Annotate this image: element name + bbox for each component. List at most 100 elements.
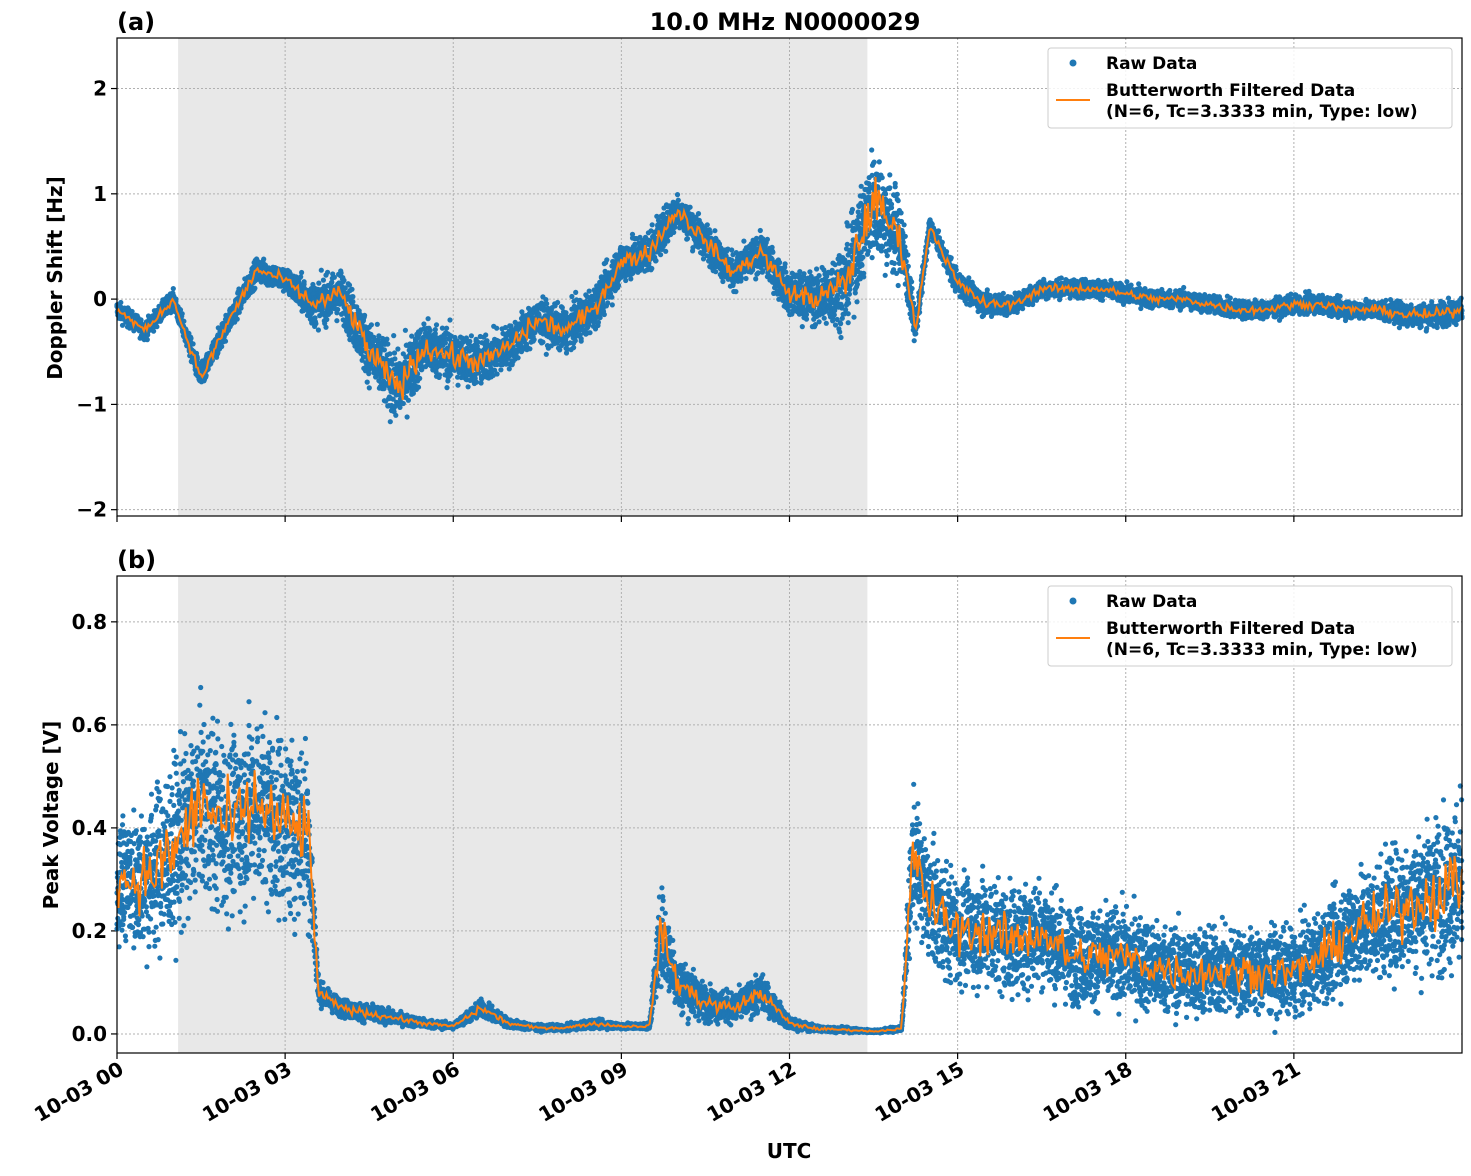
raw-data-point xyxy=(341,278,346,283)
y-tick-label: −1 xyxy=(76,392,107,416)
raw-data-point xyxy=(610,302,615,307)
raw-data-point xyxy=(444,385,449,390)
raw-data-point xyxy=(428,328,433,333)
raw-data-point xyxy=(688,205,693,210)
panel-label-a: (a) xyxy=(117,8,155,36)
raw-data-point xyxy=(801,271,806,276)
raw-data-point xyxy=(650,222,655,227)
raw-data-point xyxy=(587,330,592,335)
raw-data-point xyxy=(685,236,690,241)
raw-data-point xyxy=(605,300,610,305)
raw-data-point xyxy=(455,383,460,388)
raw-data-point xyxy=(770,250,775,255)
raw-data-point xyxy=(171,286,176,291)
raw-data-point xyxy=(395,346,400,351)
raw-data-point xyxy=(804,317,809,322)
raw-data-point xyxy=(385,341,390,346)
raw-data-point xyxy=(154,324,159,329)
raw-data-point xyxy=(573,338,578,343)
raw-data-point xyxy=(754,236,759,241)
raw-data-point xyxy=(392,350,397,355)
raw-data-point xyxy=(729,258,734,263)
raw-data-point xyxy=(405,414,410,419)
raw-data-point xyxy=(628,276,633,281)
raw-data-point xyxy=(387,351,392,356)
raw-data-point xyxy=(469,333,474,338)
raw-data-point xyxy=(609,295,614,300)
chart-title: 10.0 MHz N0000029 xyxy=(650,8,921,36)
raw-data-point xyxy=(382,347,387,352)
raw-data-point xyxy=(671,230,676,235)
raw-data-point xyxy=(555,300,560,305)
raw-data-point xyxy=(516,355,521,360)
raw-data-point xyxy=(653,258,658,263)
raw-data-point xyxy=(743,276,748,281)
raw-data-point xyxy=(540,340,545,345)
raw-data-point xyxy=(675,192,680,197)
raw-data-point xyxy=(375,322,380,327)
raw-data-point xyxy=(302,279,307,284)
raw-data-point xyxy=(181,319,186,324)
raw-data-point xyxy=(569,294,574,299)
raw-data-point xyxy=(406,398,411,403)
raw-data-point xyxy=(741,239,746,244)
raw-data-point xyxy=(365,380,370,385)
raw-data-point xyxy=(366,371,371,376)
raw-data-point xyxy=(223,339,228,344)
raw-data-point xyxy=(350,299,355,304)
raw-data-point xyxy=(544,352,549,357)
raw-data-point xyxy=(349,287,354,292)
raw-data-point xyxy=(495,371,500,376)
y-tick-label: 0 xyxy=(93,287,107,311)
raw-data-point xyxy=(708,230,713,235)
raw-data-point xyxy=(739,276,744,281)
raw-data-point xyxy=(466,384,471,389)
raw-data-point xyxy=(332,275,337,280)
raw-data-point xyxy=(448,372,453,377)
raw-data-point xyxy=(713,269,718,274)
raw-data-point xyxy=(579,339,584,344)
raw-data-point xyxy=(800,324,805,329)
raw-data-point xyxy=(426,316,431,321)
raw-data-point xyxy=(369,322,374,327)
raw-data-point xyxy=(658,252,663,257)
y-tick-label: 1 xyxy=(93,182,107,206)
raw-data-point xyxy=(494,326,499,331)
raw-data-point xyxy=(696,211,701,216)
raw-data-point xyxy=(313,321,318,326)
panel-label-b: (b) xyxy=(117,546,156,574)
raw-data-point xyxy=(483,332,488,337)
raw-data-point xyxy=(804,312,809,317)
raw-data-point xyxy=(299,270,304,275)
raw-data-point xyxy=(750,267,755,272)
raw-data-point xyxy=(507,366,512,371)
raw-data-point xyxy=(587,289,592,294)
y-axis-label-b: Peak Voltage [V] xyxy=(39,721,63,910)
raw-data-point xyxy=(316,327,321,332)
raw-data-point xyxy=(649,266,654,271)
raw-data-point xyxy=(445,378,450,383)
raw-data-point xyxy=(298,274,303,279)
raw-data-point xyxy=(447,317,452,322)
raw-data-point xyxy=(393,413,398,418)
raw-data-point xyxy=(325,270,330,275)
raw-data-point xyxy=(151,329,156,334)
raw-data-point xyxy=(663,249,668,254)
raw-data-point xyxy=(362,313,367,318)
raw-data-point xyxy=(323,325,328,330)
raw-data-point xyxy=(403,328,408,333)
raw-data-point xyxy=(261,257,266,262)
raw-data-point xyxy=(783,270,788,275)
raw-data-point xyxy=(753,276,758,281)
raw-data-point xyxy=(350,294,355,299)
raw-data-point xyxy=(391,333,396,338)
raw-data-point xyxy=(596,320,601,325)
raw-data-point xyxy=(118,300,123,305)
x-axis-label: UTC xyxy=(767,1139,812,1163)
raw-data-point xyxy=(384,337,389,342)
raw-data-point xyxy=(421,321,426,326)
raw-data-point xyxy=(219,344,224,349)
raw-data-point xyxy=(604,257,609,262)
y-tick-label: −2 xyxy=(76,498,107,522)
